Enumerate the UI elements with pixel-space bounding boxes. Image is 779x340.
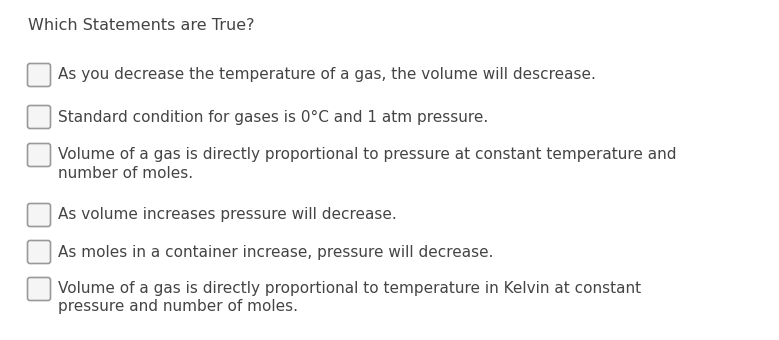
- Text: Volume of a gas is directly proportional to pressure at constant temperature and: Volume of a gas is directly proportional…: [58, 148, 676, 163]
- Text: As volume increases pressure will decrease.: As volume increases pressure will decrea…: [58, 207, 397, 222]
- FancyBboxPatch shape: [27, 277, 51, 301]
- FancyBboxPatch shape: [27, 143, 51, 167]
- FancyBboxPatch shape: [27, 204, 51, 226]
- Text: number of moles.: number of moles.: [58, 166, 193, 181]
- Text: pressure and number of moles.: pressure and number of moles.: [58, 300, 298, 315]
- FancyBboxPatch shape: [27, 64, 51, 86]
- FancyBboxPatch shape: [27, 105, 51, 129]
- Text: Standard condition for gases is 0°C and 1 atm pressure.: Standard condition for gases is 0°C and …: [58, 109, 488, 124]
- Text: As you decrease the temperature of a gas, the volume will descrease.: As you decrease the temperature of a gas…: [58, 68, 596, 83]
- Text: Volume of a gas is directly proportional to temperature in Kelvin at constant: Volume of a gas is directly proportional…: [58, 282, 641, 296]
- FancyBboxPatch shape: [27, 240, 51, 264]
- Text: Which Statements are True?: Which Statements are True?: [28, 18, 255, 33]
- Text: As moles in a container increase, pressure will decrease.: As moles in a container increase, pressu…: [58, 244, 494, 259]
